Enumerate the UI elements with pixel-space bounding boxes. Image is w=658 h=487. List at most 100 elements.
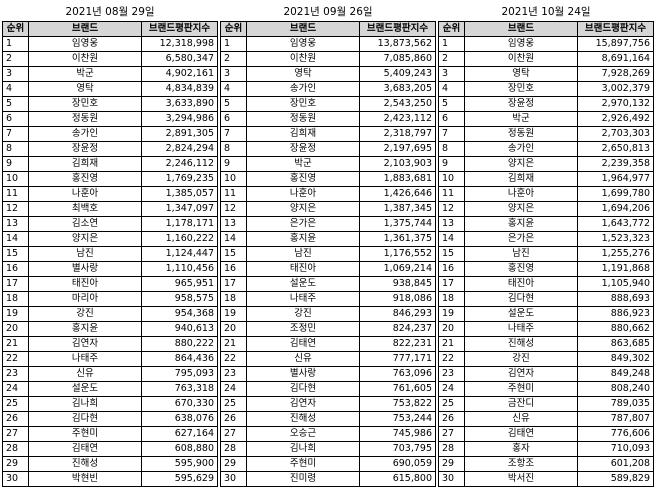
index-value-cell: 1,387,345 bbox=[359, 201, 436, 217]
index-value-cell: 2,970,132 bbox=[577, 96, 654, 112]
ranking-table: 순위 브랜드 브랜드평판지수 1 임영웅 15,897,756 2 이찬원 8,691,164 3… bbox=[438, 21, 654, 487]
index-value-cell: 2,650,813 bbox=[577, 141, 654, 157]
brand-name-cell: 장윤정 bbox=[246, 141, 360, 157]
rank-cell: 2 bbox=[220, 51, 247, 67]
brand-name-cell: 김연자 bbox=[246, 396, 360, 412]
rank-cell: 11 bbox=[438, 186, 465, 202]
brand-name-cell: 김다현 bbox=[28, 411, 142, 427]
table-row: 5 장민호 2,543,250 bbox=[220, 96, 436, 112]
brand-name-cell: 신유 bbox=[464, 411, 578, 427]
rank-cell: 10 bbox=[2, 171, 29, 187]
brand-name-cell: 정동원 bbox=[246, 111, 360, 127]
index-value-cell: 2,197,695 bbox=[359, 141, 436, 157]
rank-cell: 13 bbox=[220, 216, 247, 232]
index-value-cell: 753,822 bbox=[359, 396, 436, 412]
index-value-cell: 1,385,057 bbox=[141, 186, 218, 202]
table-row: 3 영탁 5,409,243 bbox=[220, 66, 436, 82]
index-value-cell: 1,426,646 bbox=[359, 186, 436, 202]
index-value-cell: 940,613 bbox=[141, 321, 218, 337]
index-value-cell: 1,191,868 bbox=[577, 261, 654, 277]
table-row: 8 장윤정 2,197,695 bbox=[220, 141, 436, 157]
table-header-row: 순위 브랜드 브랜드평판지수 bbox=[438, 21, 654, 37]
panel-date: 2021년 10월 24일 bbox=[501, 6, 591, 18]
rank-cell: 24 bbox=[220, 381, 247, 397]
index-value-cell: 2,103,903 bbox=[359, 156, 436, 172]
table-row: 1 임영웅 12,318,998 bbox=[2, 36, 218, 52]
index-value-cell: 670,330 bbox=[141, 396, 218, 412]
brand-name-cell: 주현미 bbox=[28, 426, 142, 442]
rank-cell: 26 bbox=[438, 411, 465, 427]
index-value-cell: 863,685 bbox=[577, 336, 654, 352]
table-header-row: 순위 브랜드 브랜드평판지수 bbox=[220, 21, 436, 37]
rank-cell: 29 bbox=[438, 456, 465, 472]
index-value-cell: 1,643,772 bbox=[577, 216, 654, 232]
table-row: 18 나태주 918,086 bbox=[220, 291, 436, 307]
table-row: 25 김연자 753,822 bbox=[220, 396, 436, 412]
table-row: 22 나태주 864,436 bbox=[2, 351, 218, 367]
table-row: 18 김다현 888,693 bbox=[438, 291, 654, 307]
index-value-cell: 2,543,250 bbox=[359, 96, 436, 112]
index-value-cell: 880,222 bbox=[141, 336, 218, 352]
table-row: 6 정동원 3,294,986 bbox=[2, 111, 218, 127]
rank-cell: 18 bbox=[220, 291, 247, 307]
index-value-cell: 776,606 bbox=[577, 426, 654, 442]
index-value-cell: 1,769,235 bbox=[141, 171, 218, 187]
brand-name-cell: 진해성 bbox=[246, 411, 360, 427]
table-row: 28 홍자 710,093 bbox=[438, 441, 654, 457]
brand-name-cell: 김연자 bbox=[464, 366, 578, 382]
table-row: 27 오승근 745,986 bbox=[220, 426, 436, 442]
table-row: 15 남진 1,255,276 bbox=[438, 246, 654, 262]
ranking-table: 순위 브랜드 브랜드평판지수 1 임영웅 13,873,562 2 이찬원 7,085,860 3… bbox=[220, 21, 436, 487]
brand-name-cell: 나훈아 bbox=[28, 186, 142, 202]
table-row: 16 별사랑 1,110,456 bbox=[2, 261, 218, 277]
rank-cell: 28 bbox=[220, 441, 247, 457]
index-value-cell: 7,928,269 bbox=[577, 66, 654, 82]
rank-cell: 5 bbox=[2, 96, 29, 112]
rank-cell: 16 bbox=[2, 261, 29, 277]
table-row: 14 양지은 1,160,222 bbox=[2, 231, 218, 247]
table-row: 22 신유 777,171 bbox=[220, 351, 436, 367]
rank-cell: 12 bbox=[220, 201, 247, 217]
brand-name-cell: 은가은 bbox=[246, 216, 360, 232]
index-value-cell: 703,795 bbox=[359, 441, 436, 457]
rank-cell: 20 bbox=[2, 321, 29, 337]
table-row: 21 김태연 822,231 bbox=[220, 336, 436, 352]
brand-name-cell: 진미령 bbox=[246, 471, 360, 487]
brand-name-cell: 양지은 bbox=[464, 201, 578, 217]
brand-name-cell: 나태주 bbox=[246, 291, 360, 307]
index-value-cell: 589,829 bbox=[577, 471, 654, 487]
brand-name-cell: 김나희 bbox=[246, 441, 360, 457]
table-row: 1 임영웅 15,897,756 bbox=[438, 36, 654, 52]
ranking-table: 순위 브랜드 브랜드평판지수 1 임영웅 12,318,998 2 이찬원 6,580,347 3… bbox=[2, 21, 218, 487]
index-value-cell: 2,318,797 bbox=[359, 126, 436, 142]
brand-name-cell: 김희재 bbox=[28, 156, 142, 172]
table-row: 10 김희재 1,964,977 bbox=[438, 171, 654, 187]
table-row: 9 박군 2,103,903 bbox=[220, 156, 436, 172]
table-row: 5 장민호 3,633,890 bbox=[2, 96, 218, 112]
table-row: 16 태진아 1,069,214 bbox=[220, 261, 436, 277]
index-value-cell: 615,800 bbox=[359, 471, 436, 487]
index-value-cell: 2,423,112 bbox=[359, 111, 436, 127]
brand-name-cell: 신유 bbox=[246, 351, 360, 367]
index-value-cell: 1,176,552 bbox=[359, 246, 436, 262]
rank-cell: 14 bbox=[438, 231, 465, 247]
rank-cell: 27 bbox=[438, 426, 465, 442]
table-row: 1 임영웅 13,873,562 bbox=[220, 36, 436, 52]
rank-cell: 7 bbox=[2, 126, 29, 142]
rank-header: 순위 bbox=[2, 21, 29, 37]
index-value-cell: 846,293 bbox=[359, 306, 436, 322]
rank-cell: 12 bbox=[438, 201, 465, 217]
rank-cell: 3 bbox=[220, 66, 247, 82]
index-value-cell: 595,900 bbox=[141, 456, 218, 472]
index-header: 브랜드평판지수 bbox=[141, 21, 218, 37]
index-value-cell: 761,605 bbox=[359, 381, 436, 397]
rank-cell: 6 bbox=[438, 111, 465, 127]
rank-cell: 19 bbox=[2, 306, 29, 322]
brand-name-cell: 진해성 bbox=[464, 336, 578, 352]
table-row: 21 진해성 863,685 bbox=[438, 336, 654, 352]
rank-cell: 30 bbox=[2, 471, 29, 487]
brand-name-cell: 김다현 bbox=[246, 381, 360, 397]
table-row: 30 박현빈 595,629 bbox=[2, 471, 218, 487]
rank-cell: 13 bbox=[2, 216, 29, 232]
index-value-cell: 1,523,323 bbox=[577, 231, 654, 247]
